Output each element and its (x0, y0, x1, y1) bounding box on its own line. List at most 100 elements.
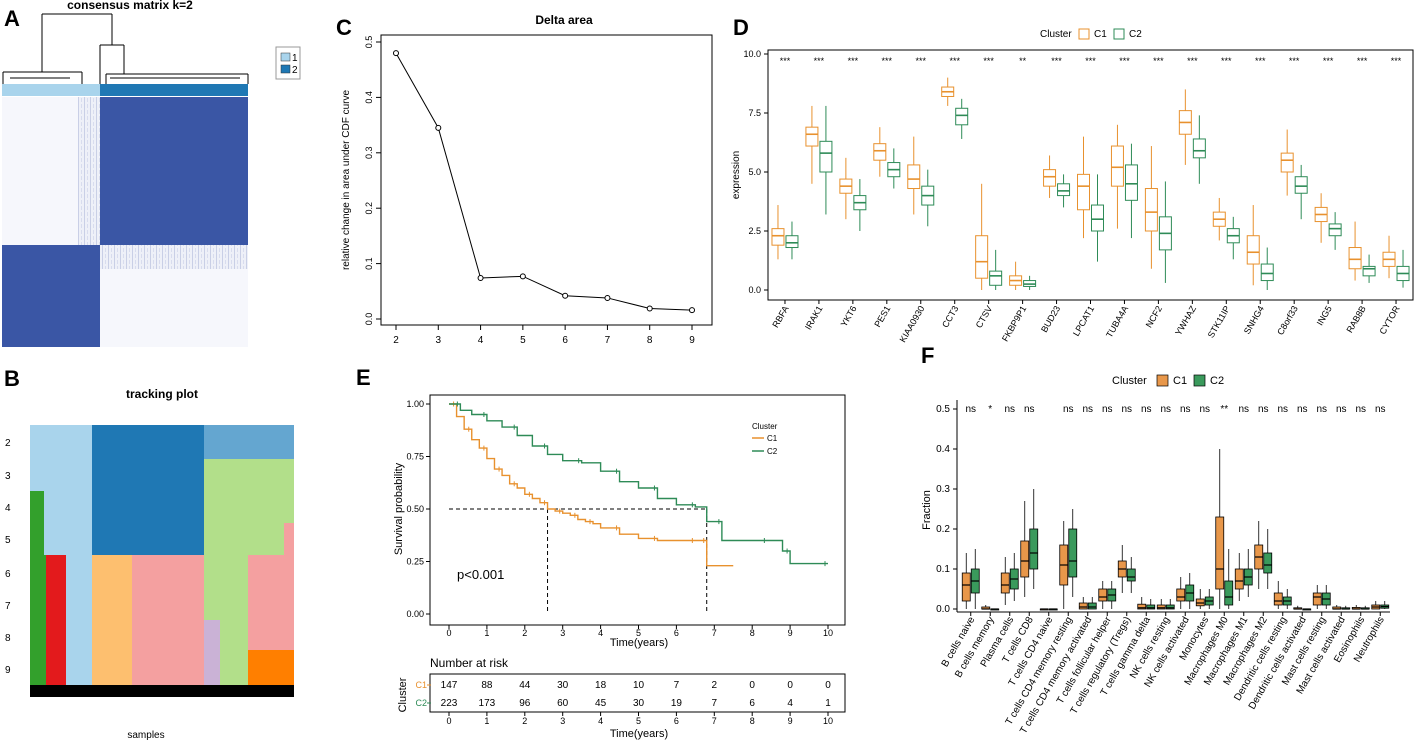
box-c2 (1087, 602, 1097, 610)
y-tick-label: 0.1 (936, 564, 950, 575)
risk-value: 88 (481, 680, 493, 691)
tracking-row-labels: 2 3 4 5 6 7 8 9 (5, 438, 11, 676)
box-c1 (771, 228, 785, 246)
risk-table-ylabel: Cluster (397, 677, 409, 712)
significance-label: ns (1277, 404, 1288, 415)
x-tick-label: 9 (788, 628, 793, 638)
y-tick-label: 0.75 (406, 452, 424, 462)
box-c2 (819, 140, 833, 173)
delta-area-point (477, 275, 484, 282)
panel-e-xlabel: Time(years) (610, 637, 668, 649)
panel-c-ylabel: relative change in area under CDF curve (341, 90, 352, 271)
y-tick-label: 5.0 (748, 167, 761, 177)
consensus-legend: 1 2 (275, 46, 301, 80)
panel-e-letter: E (356, 365, 371, 390)
box-c2 (955, 107, 969, 126)
y-tick-label: 0.2 (364, 202, 374, 215)
x-tick-label: 7 (605, 335, 611, 346)
significance-label: ns (1082, 404, 1093, 415)
x-tick-label: ING5 (1315, 304, 1334, 327)
significance-label: *** (848, 56, 859, 66)
panel-e-frame (429, 394, 846, 626)
heatmap-block-11 (2, 245, 100, 347)
y-tick-label: 0.5 (936, 404, 950, 415)
significance-label: *** (1085, 56, 1096, 66)
risk-x-tick-label: 2 (522, 716, 527, 726)
risk-x-tick-label: 4 (598, 716, 603, 726)
delta-area-line (395, 52, 693, 311)
risk-value: 4 (787, 698, 793, 709)
x-tick-label: RAB8B (1344, 304, 1367, 335)
risk-value: 2 (712, 680, 718, 691)
significance-label: *** (814, 56, 825, 66)
panel-e-ylabel: Survival probability (393, 462, 405, 555)
panel-d-letter: D (733, 15, 749, 40)
box-c1 (1098, 588, 1108, 602)
legend-label-1: 1 (292, 53, 298, 64)
box-c1 (1000, 572, 1010, 594)
x-tick-label: 6 (674, 628, 679, 638)
box-c1 (907, 164, 921, 190)
box-c2 (1126, 568, 1136, 582)
significance-label: * (988, 404, 992, 415)
significance-label: *** (1357, 56, 1368, 66)
y-tick-label: 0.0 (936, 604, 950, 615)
x-tick-label: PES1 (872, 304, 892, 329)
panel-b-title: tracking plot (126, 387, 198, 401)
significance-label: ns (1024, 404, 1035, 415)
row-label-7: 7 (5, 601, 11, 612)
x-tick-label: 9 (689, 335, 695, 346)
x-tick-label: IRAK1 (803, 304, 825, 332)
panel-d-legend-title: Cluster (1040, 29, 1072, 40)
risk-value: 45 (595, 698, 607, 709)
y-tick-label: 0.0 (364, 313, 374, 326)
row-label-3: 3 (5, 471, 11, 482)
box-c2 (989, 270, 1003, 286)
x-tick-label: 8 (750, 628, 755, 638)
row-label-5: 5 (5, 535, 11, 546)
delta-area-point (646, 305, 653, 312)
significance-label: ns (1004, 404, 1015, 415)
legend-swatch-f-c2 (1193, 374, 1206, 387)
delta-area-point (562, 292, 569, 299)
significance-label: ns (1199, 404, 1210, 415)
survival-curve-c2 (449, 403, 828, 565)
significance-label: *** (1119, 56, 1130, 66)
x-tick-label: STK11IP (1206, 304, 1232, 340)
x-tick-label: 7 (712, 628, 717, 638)
risk-x-tick-label: 0 (446, 716, 451, 726)
y-tick-label: 0.4 (936, 444, 950, 455)
heatmap-noise-a (78, 97, 100, 245)
risk-x-tick-label: 3 (560, 716, 565, 726)
box-c1 (1077, 173, 1090, 211)
box-c2 (1165, 604, 1175, 610)
panel-e-legend-c1: C1 (767, 434, 778, 443)
row-label-6: 6 (5, 569, 11, 580)
y-tick-label: 1.00 (406, 399, 424, 409)
risk-table-title: Number at risk (430, 656, 509, 670)
panel-c-title: Delta area (535, 13, 593, 27)
row-label-2: 2 (5, 438, 11, 449)
delta-area-point (604, 294, 611, 301)
significance-label: ns (1258, 404, 1269, 415)
delta-area-point (689, 307, 695, 314)
box-c2 (1263, 552, 1273, 574)
risk-value: 0 (825, 680, 831, 691)
legend-swatch-1 (280, 52, 291, 62)
significance-label: ns (1121, 404, 1132, 415)
panel-b-xlabel: samples (127, 730, 164, 741)
panel-d-legend-c2: C2 (1129, 29, 1142, 40)
significance-label: ns (1180, 404, 1191, 415)
panel-e-axes: 0.00 0.25 0.50 0.75 1.00 0 1 2 3 4 5 6 7 8 9 10 (406, 399, 833, 638)
risk-value: 173 (479, 698, 496, 709)
risk-row-label: C2 (415, 698, 427, 708)
box-c1 (1246, 235, 1260, 265)
risk-value: 223 (441, 698, 458, 709)
survival-curve-c1 (449, 403, 734, 567)
box-c1 (1280, 152, 1294, 173)
significance-label: *** (1289, 56, 1300, 66)
risk-value: 19 (671, 698, 683, 709)
y-tick-label: 0.5 (364, 36, 374, 49)
box-c2 (1192, 138, 1206, 159)
x-tick-label: 8 (647, 335, 653, 346)
